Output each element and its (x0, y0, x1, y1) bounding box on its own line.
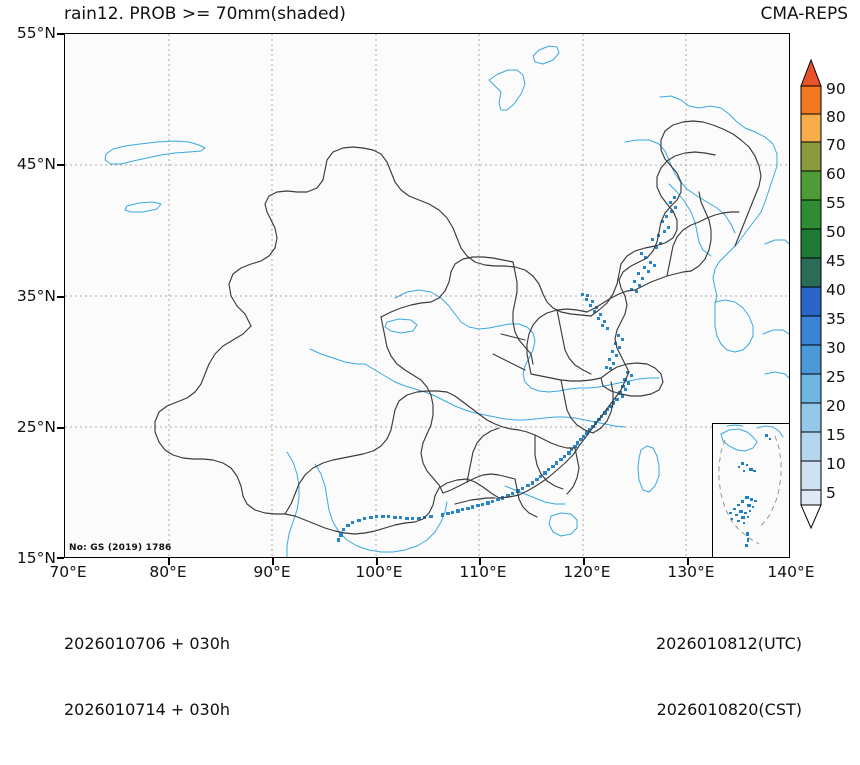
xtick-label-70e: 70°E (49, 563, 87, 581)
xtick-label-120e: 120°E (563, 563, 611, 581)
map-canvas (65, 34, 789, 557)
colorbar-label-25: 25 (826, 368, 846, 386)
colorbar-label-70: 70 (826, 136, 846, 154)
ytick-label-15n: 15°N (16, 549, 56, 567)
colorbar-label-35: 35 (826, 310, 846, 328)
page-title: rain12. PROB >= 70mm(shaded) (64, 4, 346, 24)
colorbar-label-15: 15 (826, 426, 846, 444)
footer-valid-time-cst: 2026010820(CST) (656, 700, 802, 719)
colorbar-label-20: 20 (826, 397, 846, 415)
xtick-label-100e: 100°E (355, 563, 403, 581)
screenshot-root: rain12. PROB >= 70mm(shaded) CMA-REPS 55… (16, 4, 860, 719)
colorbar-under-arrow (800, 504, 822, 530)
xtick-mark (376, 558, 378, 565)
colorbar-label-80: 80 (826, 108, 846, 126)
ytick-mark (57, 164, 64, 166)
ytick-mark (57, 557, 64, 559)
xtick-mark (583, 558, 585, 565)
colorbar-label-55: 55 (826, 194, 846, 212)
colorbar-label-40: 40 (826, 281, 846, 299)
colorbar-label-60: 60 (826, 165, 846, 183)
xtick-label-140e: 140°E (767, 563, 815, 581)
colorbar-label-5: 5 (826, 484, 836, 502)
footer-init-time-cst: 2026010714 + 030h (64, 700, 231, 719)
probability-shading (337, 196, 677, 542)
ytick-mark (57, 427, 64, 429)
footer-init-time-utc: 2026010706 + 030h (64, 634, 231, 653)
footer-right: 2026010812(UTC) 2026010820(CST) (656, 589, 802, 765)
colorbar-label-90: 90 (826, 80, 846, 98)
ytick-label-35n: 35°N (16, 287, 56, 305)
xtick-label-80e: 80°E (149, 563, 187, 581)
inset-canvas (718, 424, 784, 547)
footer-left: 2026010706 + 030h 2026010714 + 030h (64, 589, 230, 765)
xtick-mark (168, 558, 170, 565)
colorbar-label-10: 10 (826, 455, 846, 473)
colorbar-labels: 90 80 70 60 55 50 45 40 35 30 25 20 15 1… (826, 58, 860, 528)
xtick-mark (272, 558, 274, 565)
colorbar[interactable] (800, 58, 822, 530)
colorbar-over-arrow (800, 58, 822, 87)
xtick-mark (479, 558, 481, 565)
xtick-label-110e: 110°E (459, 563, 507, 581)
xtick-label-90e: 90°E (253, 563, 291, 581)
ytick-mark (57, 33, 64, 35)
ytick-mark (57, 296, 64, 298)
xtick-label-130e: 130°E (667, 563, 715, 581)
xtick-mark (687, 558, 689, 565)
model-brand-label: CMA-REPS (760, 4, 848, 24)
ytick-label-45n: 45°N (16, 155, 56, 173)
ytick-label-25n: 25°N (16, 418, 56, 436)
colorbar-canvas (800, 58, 822, 530)
map-attribution: No: GS (2019) 1786 (69, 543, 172, 553)
colorbar-label-45: 45 (826, 252, 846, 270)
map-administrative-boundaries (154, 120, 762, 535)
map-gridlines (65, 34, 789, 557)
ytick-label-55n: 55°N (16, 24, 56, 42)
footer-valid-time-utc: 2026010812(UTC) (656, 634, 802, 653)
map-plot-area[interactable]: No: GS (2019) 1786 (64, 33, 790, 558)
colorbar-label-30: 30 (826, 339, 846, 357)
south-china-sea-inset[interactable] (712, 423, 789, 557)
colorbar-label-50: 50 (826, 223, 846, 241)
